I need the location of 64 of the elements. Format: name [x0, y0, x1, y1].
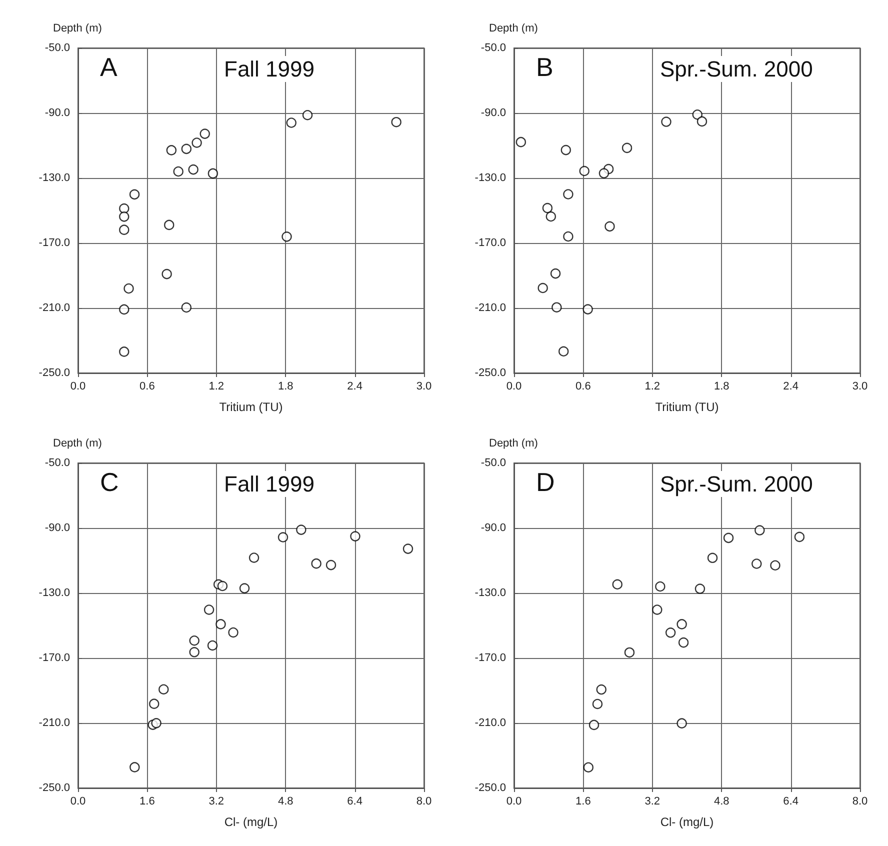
- y-tick-label: -170.0: [38, 652, 70, 664]
- chart-title: Fall 1999: [224, 56, 315, 82]
- y-axis-title: Depth (m): [53, 438, 102, 450]
- x-tick-label: 4.8: [714, 796, 730, 808]
- annotation: B: [536, 52, 554, 82]
- annotation: C: [100, 467, 119, 497]
- y-tick-label: -250.0: [474, 782, 506, 794]
- x-axis-title: Cl- (mg/L): [660, 815, 714, 829]
- x-tick-label: 0.0: [70, 796, 86, 808]
- annotation: A: [100, 52, 118, 82]
- x-tick-label: 1.2: [208, 380, 224, 392]
- x-tick-label: 2.4: [783, 380, 798, 392]
- chart-title: Fall 1999: [224, 472, 315, 496]
- y-tick-label: -250.0: [38, 367, 70, 379]
- y-axis-title: Depth (m): [489, 438, 538, 450]
- x-axis-title: Tritium (TU): [655, 400, 719, 414]
- x-axis-title: Tritium (TU): [219, 400, 283, 414]
- x-tick-label: 0.0: [70, 380, 86, 392]
- x-tick-label: 3.2: [208, 796, 224, 808]
- y-tick-label: -170.0: [474, 237, 506, 249]
- y-tick-label: -50.0: [44, 457, 70, 469]
- chart-title: Spr.-Sum. 2000: [660, 472, 813, 496]
- x-tick-label: 8.0: [416, 796, 432, 808]
- y-tick-label: -210.0: [474, 717, 506, 729]
- y-tick-label: -210.0: [474, 302, 506, 314]
- y-tick-label: -50.0: [480, 42, 506, 54]
- y-tick-label: -90.0: [44, 107, 70, 119]
- y-tick-label: -250.0: [474, 367, 506, 379]
- y-tick-label: -90.0: [480, 522, 506, 534]
- x-tick-label: 3.0: [416, 380, 432, 392]
- x-tick-label: 0.0: [506, 796, 522, 808]
- y-tick-label: -50.0: [44, 42, 70, 54]
- y-tick-label: -210.0: [38, 717, 70, 729]
- y-tick-label: -90.0: [44, 522, 70, 534]
- y-tick-label: -130.0: [474, 587, 506, 599]
- annotation: D: [536, 467, 555, 497]
- x-tick-label: 6.4: [347, 796, 362, 808]
- y-tick-label: -90.0: [480, 107, 506, 119]
- y-tick-label: -50.0: [480, 457, 506, 469]
- y-tick-label: -130.0: [474, 172, 506, 184]
- x-tick-label: 2.4: [347, 380, 362, 392]
- x-tick-label: 3.0: [852, 380, 868, 392]
- x-tick-label: 0.6: [140, 380, 155, 392]
- x-tick-label: 1.8: [714, 380, 730, 392]
- y-tick-label: -130.0: [38, 172, 70, 184]
- x-tick-label: 1.6: [576, 796, 591, 808]
- x-tick-label: 3.2: [644, 796, 660, 808]
- x-tick-label: 1.8: [278, 380, 294, 392]
- x-axis-title: Cl- (mg/L): [224, 815, 278, 829]
- y-tick-label: -170.0: [38, 237, 70, 249]
- chart-title: Spr.-Sum. 2000: [660, 56, 813, 82]
- y-axis-title: Depth (m): [53, 22, 102, 34]
- x-tick-label: 6.4: [783, 796, 798, 808]
- x-tick-label: 0.0: [506, 380, 522, 392]
- y-tick-label: -210.0: [38, 302, 70, 314]
- x-tick-label: 1.6: [140, 796, 155, 808]
- x-tick-label: 8.0: [852, 796, 868, 808]
- y-axis-title: Depth (m): [489, 22, 538, 34]
- x-tick-label: 1.2: [644, 380, 660, 392]
- y-tick-label: -250.0: [38, 782, 70, 794]
- x-tick-label: 0.6: [576, 380, 591, 392]
- x-tick-label: 4.8: [278, 796, 294, 808]
- y-tick-label: -130.0: [38, 587, 70, 599]
- y-tick-label: -170.0: [474, 652, 506, 664]
